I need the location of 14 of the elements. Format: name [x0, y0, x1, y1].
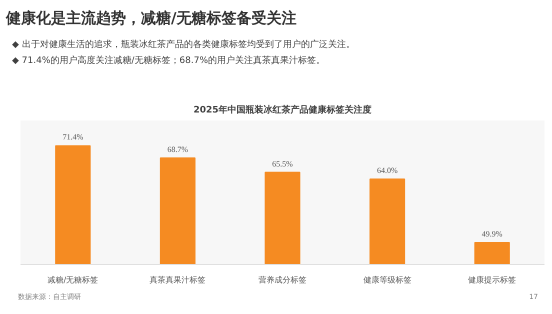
data-label: 64.0%: [376, 166, 398, 175]
data-label: 68.7%: [167, 144, 188, 154]
data-label: 65.5%: [272, 159, 294, 168]
x-tick-label: 减糖/无糖标签: [48, 276, 98, 284]
x-tick-label: 真茶真果汁标签: [150, 276, 206, 284]
x-tick-label: 健康等级标签: [363, 276, 412, 284]
text: ◆ 出于对健康生活的追求，瓶装冰红茶产品的各类健康标签均受到了用户的广泛关注。: [12, 39, 355, 52]
data-label: 71.4%: [62, 132, 84, 142]
chart-subtitle: 健康化是主流趋势，减糖/无糖标签备受关注: [6, 8, 298, 29]
x-tick-label: 营养成分标签: [258, 276, 306, 284]
chart-title: 2025年中国瓶装冰红茶产品健康标签关注度: [193, 104, 372, 116]
data-label: 49.9%: [482, 229, 503, 238]
x-tick-label: 健康提示标签: [468, 276, 516, 284]
text: ◆ 71.4%的用户高度关注减糖/无糖标签；68.7%的用户关注真茶真果汁标签。: [12, 55, 326, 68]
